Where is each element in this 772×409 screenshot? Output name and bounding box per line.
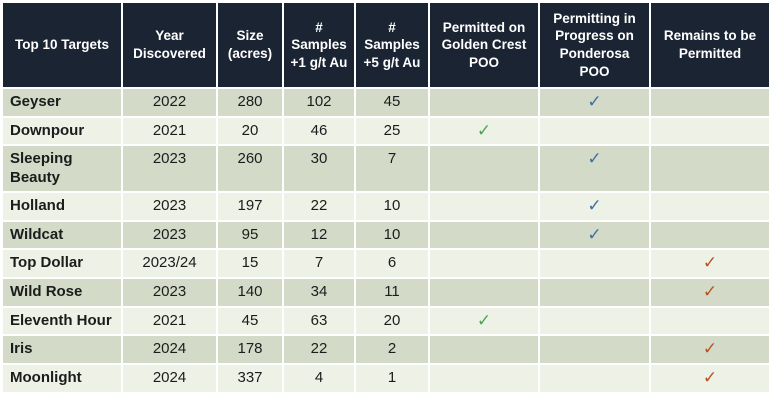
cell-target: Sleeping Beauty — [3, 146, 121, 191]
check-remains-to-be-permitted — [651, 146, 769, 191]
cell-samples-1gt: 102 — [284, 89, 354, 116]
check-permitting-ponderosa — [540, 307, 649, 335]
cell-target: Holland — [3, 192, 121, 220]
cell-samples-1gt: 46 — [284, 117, 354, 145]
cell-target: Geyser — [3, 89, 121, 116]
header-samples-1gt: # Samples +1 g/t Au — [284, 3, 354, 87]
check-permitting-ponderosa: ✓ — [540, 221, 649, 249]
cell-samples-5gt: 25 — [356, 117, 428, 145]
cell-target: Eleventh Hour — [3, 307, 121, 335]
cell-year-discovered: 2024 — [123, 365, 216, 392]
cell-samples-1gt: 22 — [284, 192, 354, 220]
cell-size-acres: 15 — [218, 250, 282, 278]
cell-size-acres: 197 — [218, 192, 282, 220]
cell-samples-1gt: 30 — [284, 146, 354, 191]
check-permitted-golden-crest: ✓ — [430, 307, 538, 335]
header-remains-to-be-permitted: Remains to be Permitted — [651, 3, 769, 87]
cell-samples-5gt: 2 — [356, 336, 428, 364]
targets-table: Top 10 Targets Year Discovered Size (acr… — [3, 3, 769, 392]
cell-year-discovered: 2023 — [123, 221, 216, 249]
check-permitted-golden-crest — [430, 89, 538, 116]
cell-samples-5gt: 10 — [356, 192, 428, 220]
check-permitted-golden-crest: ✓ — [430, 117, 538, 145]
cell-size-acres: 20 — [218, 117, 282, 145]
cell-year-discovered: 2023 — [123, 146, 216, 191]
table-body: Geyser 2022 280 102 45 ✓ Downpour 2021 2… — [3, 89, 769, 392]
check-permitted-golden-crest — [430, 221, 538, 249]
check-permitting-ponderosa — [540, 365, 649, 392]
cell-year-discovered: 2024 — [123, 336, 216, 364]
cell-size-acres: 95 — [218, 221, 282, 249]
check-permitted-golden-crest — [430, 146, 538, 191]
check-permitting-ponderosa: ✓ — [540, 192, 649, 220]
cell-target: Iris — [3, 336, 121, 364]
check-remains-to-be-permitted — [651, 221, 769, 249]
check-permitting-ponderosa — [540, 117, 649, 145]
header-samples-5gt: # Samples +5 g/t Au — [356, 3, 428, 87]
check-remains-to-be-permitted — [651, 192, 769, 220]
cell-samples-5gt: 7 — [356, 146, 428, 191]
cell-samples-1gt: 22 — [284, 336, 354, 364]
check-permitting-ponderosa — [540, 279, 649, 306]
cell-samples-5gt: 6 — [356, 250, 428, 278]
check-permitting-ponderosa: ✓ — [540, 146, 649, 191]
cell-samples-1gt: 12 — [284, 221, 354, 249]
check-permitted-golden-crest — [430, 365, 538, 392]
check-permitting-ponderosa — [540, 250, 649, 278]
check-permitted-golden-crest — [430, 279, 538, 306]
cell-target: Wild Rose — [3, 279, 121, 306]
cell-target: Moonlight — [3, 365, 121, 392]
header-year-discovered: Year Discovered — [123, 3, 216, 87]
cell-samples-1gt: 34 — [284, 279, 354, 306]
cell-samples-1gt: 63 — [284, 307, 354, 335]
cell-samples-5gt: 45 — [356, 89, 428, 116]
cell-year-discovered: 2021 — [123, 117, 216, 145]
check-remains-to-be-permitted — [651, 307, 769, 335]
cell-size-acres: 140 — [218, 279, 282, 306]
cell-size-acres: 178 — [218, 336, 282, 364]
cell-samples-1gt: 4 — [284, 365, 354, 392]
header-permitted-golden-crest: Permitted on Golden Crest POO — [430, 3, 538, 87]
check-remains-to-be-permitted: ✓ — [651, 279, 769, 306]
check-permitted-golden-crest — [430, 192, 538, 220]
cell-year-discovered: 2021 — [123, 307, 216, 335]
cell-year-discovered: 2023 — [123, 192, 216, 220]
cell-samples-1gt: 7 — [284, 250, 354, 278]
cell-size-acres: 45 — [218, 307, 282, 335]
check-remains-to-be-permitted: ✓ — [651, 250, 769, 278]
cell-year-discovered: 2022 — [123, 89, 216, 116]
cell-target: Downpour — [3, 117, 121, 145]
cell-samples-5gt: 11 — [356, 279, 428, 306]
cell-size-acres: 337 — [218, 365, 282, 392]
cell-year-discovered: 2023 — [123, 279, 216, 306]
cell-samples-5gt: 20 — [356, 307, 428, 335]
cell-target: Top Dollar — [3, 250, 121, 278]
check-permitting-ponderosa: ✓ — [540, 89, 649, 116]
check-remains-to-be-permitted: ✓ — [651, 365, 769, 392]
header-size-acres: Size (acres) — [218, 3, 282, 87]
header-permitting-ponderosa: Permitting in Progress on Ponderosa POO — [540, 3, 649, 87]
check-remains-to-be-permitted — [651, 89, 769, 116]
check-remains-to-be-permitted: ✓ — [651, 336, 769, 364]
check-remains-to-be-permitted — [651, 117, 769, 145]
table-header-row: Top 10 Targets Year Discovered Size (acr… — [3, 3, 769, 87]
header-top-10-targets: Top 10 Targets — [3, 3, 121, 87]
cell-size-acres: 260 — [218, 146, 282, 191]
cell-year-discovered: 2023/24 — [123, 250, 216, 278]
cell-samples-5gt: 1 — [356, 365, 428, 392]
check-permitting-ponderosa — [540, 336, 649, 364]
cell-samples-5gt: 10 — [356, 221, 428, 249]
cell-target: Wildcat — [3, 221, 121, 249]
check-permitted-golden-crest — [430, 250, 538, 278]
check-permitted-golden-crest — [430, 336, 538, 364]
cell-size-acres: 280 — [218, 89, 282, 116]
